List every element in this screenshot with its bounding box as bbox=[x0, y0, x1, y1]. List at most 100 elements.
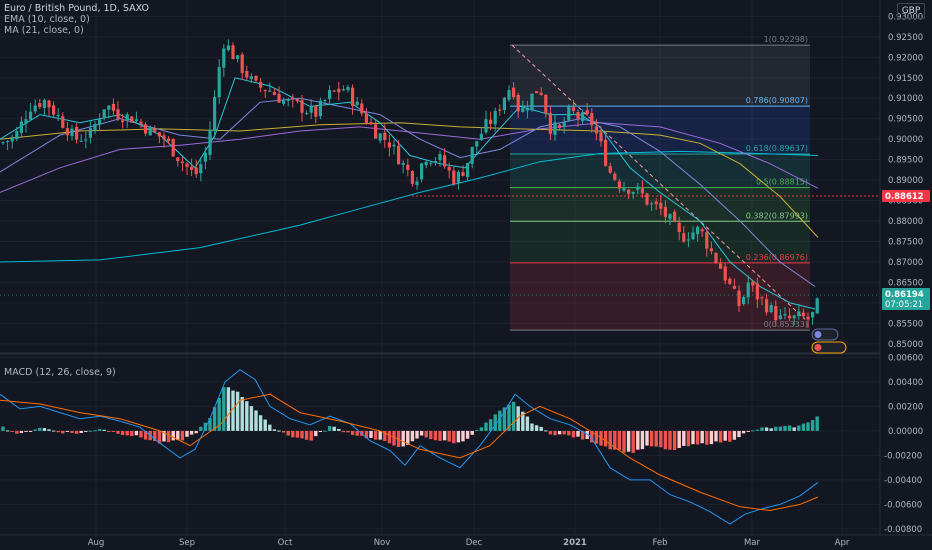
candle-body bbox=[498, 109, 502, 111]
ma-legend[interactable]: MA (21, close, 0) bbox=[4, 25, 84, 36]
macd-histogram-bar bbox=[392, 430, 396, 446]
candle-body bbox=[383, 132, 387, 140]
time-tick-5: 2021 bbox=[563, 538, 587, 548]
macd-histogram-bar bbox=[304, 430, 309, 440]
macd-histogram-bar bbox=[479, 427, 484, 431]
macd-legend[interactable]: MACD (12, 26, close, 9) bbox=[4, 367, 116, 378]
macd-axis[interactable]: 0.00600 0.00400 0.00200 0.00000 -0.00200 -0.0… bbox=[884, 353, 923, 534]
macd-histogram-bar bbox=[769, 428, 773, 431]
candle-body bbox=[645, 193, 649, 205]
macd-histogram-bar bbox=[456, 430, 461, 443]
price-tick-11: 0.87500 bbox=[888, 237, 923, 247]
symbol-title[interactable]: Euro / British Pound, 1D, SAXO bbox=[4, 3, 149, 14]
macd-histogram-bar bbox=[511, 401, 516, 431]
candle-body bbox=[723, 266, 727, 281]
macd-histogram-bar bbox=[640, 430, 645, 450]
time-axis[interactable]: Aug Sep Oct Nov Dec 2021 Feb Mar Apr bbox=[88, 538, 850, 548]
price-tick-15: 0.85500 bbox=[888, 319, 923, 329]
trend-line[interactable] bbox=[511, 44, 806, 320]
candle-body bbox=[452, 170, 456, 185]
candle-body bbox=[544, 94, 548, 114]
macd-histogram-bar bbox=[534, 425, 539, 431]
macd-histogram-bar bbox=[383, 430, 387, 441]
price-tick-6: 0.90000 bbox=[888, 135, 923, 145]
dividends-event-icon bbox=[811, 341, 847, 354]
candle-body bbox=[249, 76, 253, 80]
macd-histogram-bar bbox=[277, 430, 281, 432]
macd-histogram-bar bbox=[42, 428, 47, 431]
fib-label-4: 0.382(0.87993) bbox=[746, 211, 808, 220]
candle-body bbox=[144, 124, 148, 134]
macd-histogram-bar bbox=[521, 411, 525, 431]
macd-histogram-bar bbox=[258, 415, 263, 431]
macd-histogram-bar bbox=[700, 430, 704, 444]
candle-body bbox=[433, 161, 437, 163]
fib-label-0: 1(0.92298) bbox=[764, 35, 808, 44]
macd-tick-7: -0.00800 bbox=[884, 525, 922, 535]
macd-histogram-bar bbox=[760, 427, 764, 431]
macd-histogram-bar bbox=[815, 416, 819, 431]
candle-body bbox=[415, 181, 419, 186]
macd-histogram-bar bbox=[88, 430, 93, 432]
macd-histogram-bar bbox=[102, 429, 106, 431]
current-price-text: 0.86194 bbox=[885, 290, 924, 300]
macd-histogram-bar bbox=[484, 422, 488, 431]
candle-body bbox=[548, 112, 552, 134]
candle-body bbox=[686, 239, 690, 241]
fib-label-3: 0.5(0.88815) bbox=[756, 178, 808, 187]
macd-histogram-bar bbox=[691, 430, 695, 445]
candle-body bbox=[622, 188, 626, 191]
macd-histogram-bar bbox=[70, 430, 74, 433]
macd-histogram-bar bbox=[401, 430, 405, 447]
macd-histogram-bar bbox=[387, 430, 392, 444]
candle-body bbox=[631, 192, 635, 194]
signal-line bbox=[0, 393, 819, 512]
price-tick-13: 0.86500 bbox=[888, 278, 923, 288]
macd-histogram-bar bbox=[695, 430, 700, 445]
candle-body bbox=[424, 161, 428, 166]
macd-histogram-bar bbox=[51, 430, 56, 432]
macd-histogram-bar bbox=[645, 430, 649, 446]
candle-body bbox=[162, 135, 166, 140]
macd-histogram-bar bbox=[631, 430, 635, 453]
macd-histogram-bar bbox=[268, 424, 272, 431]
legend-macd: MACD (12, 26, close, 9) bbox=[4, 367, 116, 378]
macd-histogram-bar bbox=[1, 426, 5, 431]
candle-body bbox=[29, 111, 33, 120]
candle-body bbox=[295, 99, 299, 102]
macd-histogram-bar bbox=[475, 429, 479, 431]
macd-tick-5: -0.00400 bbox=[884, 476, 922, 486]
candle-body bbox=[314, 106, 318, 117]
event-badges[interactable] bbox=[811, 328, 847, 354]
ema-legend[interactable]: EMA (10, close, 0) bbox=[4, 14, 90, 25]
candle-body bbox=[558, 124, 562, 128]
candle-body bbox=[567, 106, 571, 121]
currency-badge[interactable]: GBP bbox=[897, 3, 925, 19]
macd-line bbox=[0, 369, 819, 525]
uk-flag-icon bbox=[814, 344, 822, 351]
macd-histogram-bar bbox=[38, 427, 42, 431]
candle-body bbox=[783, 314, 787, 316]
macd-histogram-bar bbox=[608, 430, 612, 450]
macd-histogram-bar bbox=[419, 430, 424, 436]
candle-body bbox=[406, 164, 410, 170]
macd-histogram-bar bbox=[562, 430, 566, 435]
macd-histogram-bar bbox=[56, 430, 60, 433]
candle-body bbox=[617, 181, 621, 189]
macd-histogram-bar bbox=[663, 430, 668, 450]
macd-histogram-bar bbox=[84, 430, 88, 432]
macd-histogram-bar bbox=[498, 410, 502, 431]
macd-histogram-bar bbox=[33, 429, 37, 431]
candle-body bbox=[323, 100, 327, 102]
macd-histogram-bar bbox=[557, 430, 562, 435]
candle-body bbox=[811, 311, 815, 318]
macd-histogram-bar bbox=[185, 430, 189, 437]
macd-histogram-bar bbox=[378, 430, 382, 440]
candle-body bbox=[111, 103, 115, 111]
macd-histogram-bar bbox=[235, 391, 240, 431]
macd-histogram-bar bbox=[622, 430, 626, 453]
candle-body bbox=[461, 172, 465, 176]
candle-body bbox=[6, 140, 10, 143]
macd-histogram-bar bbox=[406, 430, 410, 445]
